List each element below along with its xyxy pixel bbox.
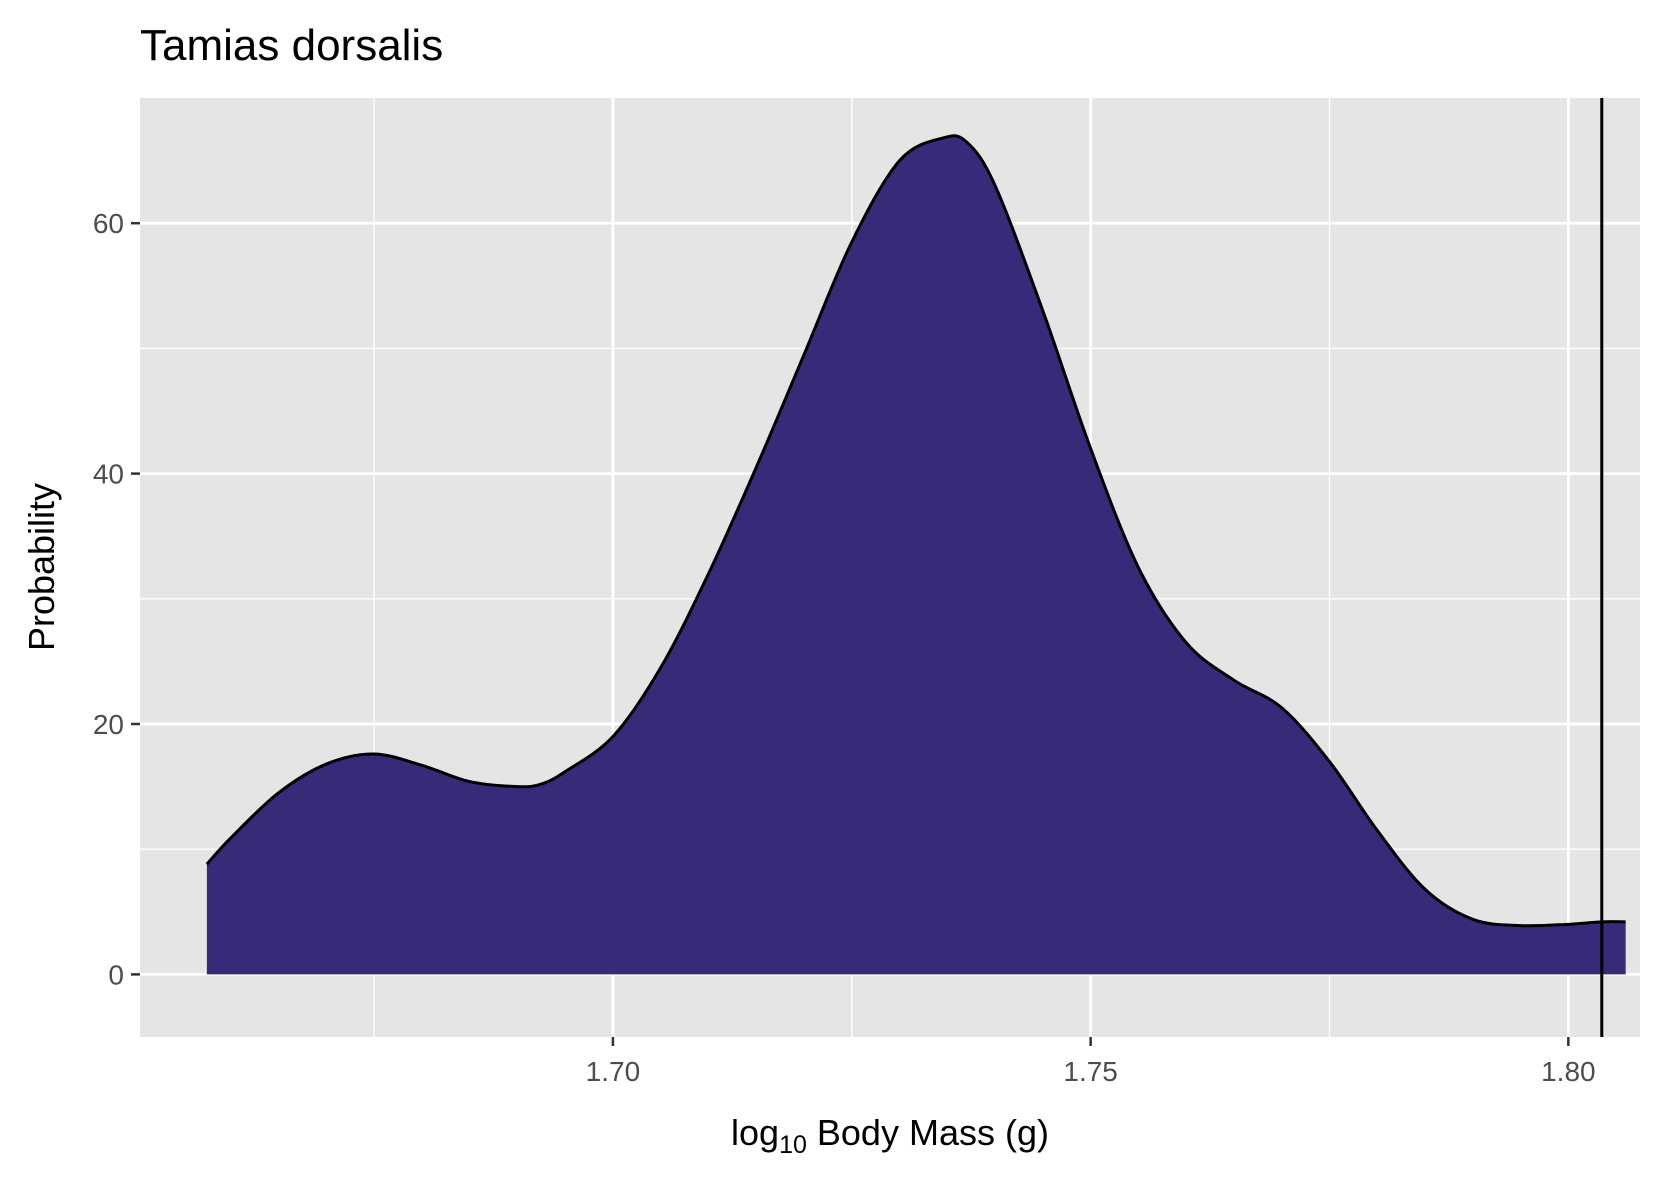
x-axis: 1.70 1.75 1.80 [586,1037,1596,1087]
chart-title: Tamias dorsalis [140,21,443,70]
x-tick-label: 1.70 [586,1056,641,1087]
x-axis-title: log10 Body Mass (g) [731,1112,1049,1159]
x-axis-title-prefix: log [731,1112,779,1153]
x-tick-label: 1.80 [1541,1056,1596,1087]
x-tick-label: 1.75 [1063,1056,1118,1087]
y-axis: 0 20 40 60 [93,208,140,990]
y-tick-label: 0 [108,959,124,990]
density-curve [205,134,1626,928]
density-area [206,135,1626,975]
x-axis-title-subscript: 10 [779,1131,807,1159]
x-axis-title-suffix: Body Mass (g) [807,1112,1049,1153]
y-tick-label: 20 [93,709,124,740]
y-axis-title: Probability [21,483,62,651]
y-tick-label: 60 [93,208,124,239]
y-tick-label: 40 [93,459,124,490]
